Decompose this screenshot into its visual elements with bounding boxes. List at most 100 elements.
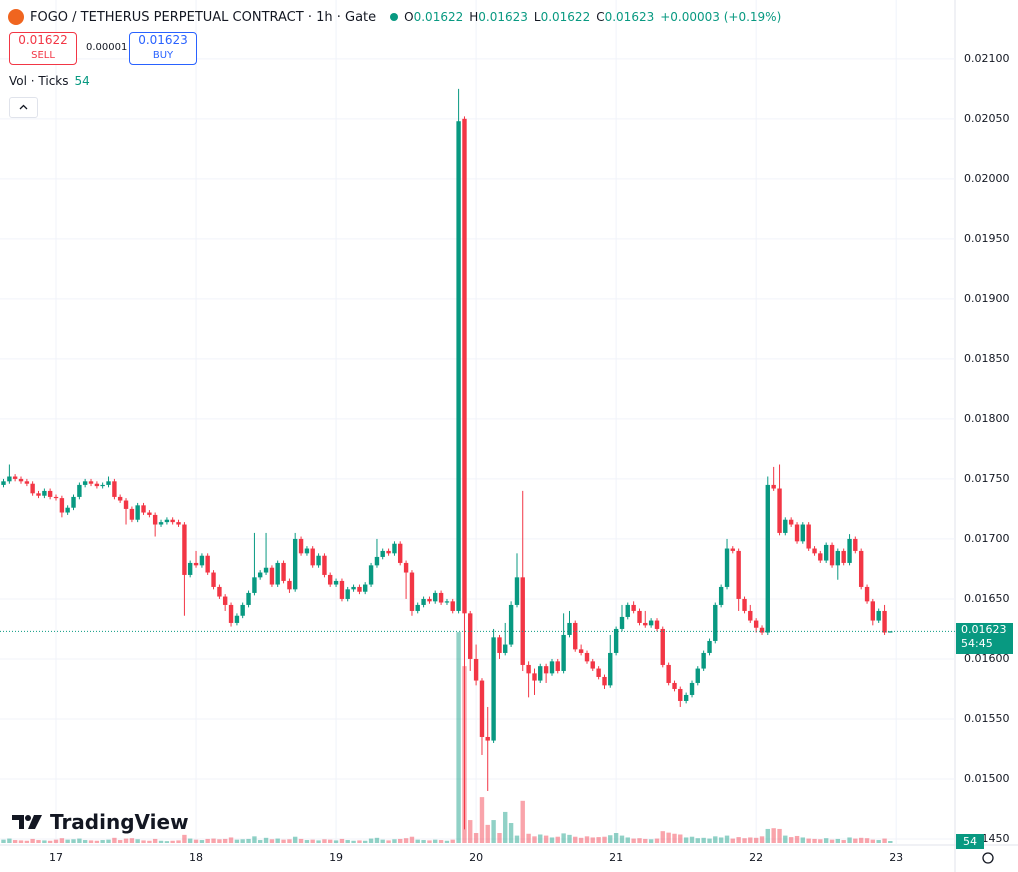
candle-body (765, 484, 770, 633)
candle-body (678, 688, 683, 701)
volume-bar (380, 839, 385, 843)
volume-bar (94, 840, 100, 843)
candle-body (473, 658, 479, 681)
volume-bar (129, 838, 135, 843)
candle-body (205, 555, 210, 573)
candle-body (147, 512, 152, 515)
candle-body (888, 631, 893, 633)
candle-body (427, 598, 432, 602)
candle-body (561, 634, 566, 671)
candle-body (829, 544, 835, 566)
volume-bar (853, 838, 858, 843)
candle-body (24, 481, 30, 484)
volume-bar (141, 840, 146, 843)
volume-bar (222, 838, 228, 843)
volume-bar (683, 837, 689, 843)
candle-body (555, 661, 560, 671)
volume-bar (660, 831, 665, 843)
volume-bar (532, 836, 537, 843)
volume-bar (473, 833, 479, 843)
volume-bar (53, 839, 59, 843)
header: FOGO / TETHERUS PERPETUAL CONTRACT · 1h … (8, 7, 781, 27)
candle-body (433, 592, 438, 602)
volume-bar (829, 839, 835, 843)
symbol-logo (8, 9, 24, 25)
volume-tag: 54 (956, 834, 984, 849)
candle-body (485, 736, 490, 741)
candle-body (783, 519, 788, 533)
candle-body (707, 640, 712, 653)
volume-bar (368, 838, 374, 843)
volume-bar (567, 834, 572, 843)
volume-bar (613, 833, 619, 843)
candle-body (106, 481, 111, 485)
volume-label: Vol · Ticks (9, 74, 69, 88)
candle-body (631, 604, 636, 611)
candle-body (42, 490, 47, 496)
y-tick-label: 0.02000 (964, 172, 1010, 185)
buy-button[interactable]: 0.01623 BUY (129, 32, 197, 65)
candle-body (619, 616, 625, 629)
volume-bar (263, 837, 269, 843)
volume-bar (176, 840, 181, 843)
volume-bar (205, 838, 210, 843)
volume-bar (864, 838, 870, 843)
volume-bar (164, 841, 170, 843)
candle-body (549, 661, 555, 674)
candle-body (456, 121, 461, 611)
candle-body (777, 488, 782, 533)
candle-body (123, 500, 129, 509)
volume-bar (257, 840, 263, 843)
y-tick-label: 0.02050 (964, 112, 1010, 125)
volume-bar (590, 837, 595, 843)
collapse-button[interactable] (9, 97, 38, 118)
candle-body (812, 548, 817, 554)
ohlc-value: 0.01622 (540, 10, 591, 24)
ohlc-label: C (596, 10, 605, 24)
volume-bar (415, 839, 420, 843)
ohlc-value: 0.01622 (413, 10, 464, 24)
settings-icon[interactable] (982, 852, 994, 864)
candle-body (759, 627, 765, 633)
candle-body (882, 610, 887, 633)
volume-bar (520, 800, 525, 843)
volume-bar (316, 840, 321, 843)
volume-bar (193, 839, 199, 843)
candle-body (322, 555, 327, 575)
volume-bar (42, 840, 47, 843)
volume-bar (672, 833, 677, 843)
volume-bar (77, 838, 82, 843)
candle-body (421, 598, 426, 605)
x-tick-label: 21 (609, 851, 623, 864)
volume-bar (637, 838, 642, 843)
sell-button[interactable]: 0.01622 SELL (9, 32, 77, 65)
volume-bar (888, 841, 893, 843)
candle-body (310, 548, 315, 566)
volume-bar (818, 839, 823, 843)
countdown: 54:45 (961, 637, 993, 651)
candle-body (730, 548, 735, 551)
y-tick-label: 0.01850 (964, 352, 1010, 365)
volume-bar (357, 840, 362, 843)
candle-body (602, 676, 607, 686)
x-tick-label: 18 (189, 851, 203, 864)
candle-body (835, 550, 840, 566)
volume-bar (182, 834, 187, 843)
candle-body (596, 668, 601, 677)
volume-bar (631, 838, 636, 843)
volume-bar (876, 840, 881, 843)
volume-bar (71, 839, 76, 843)
volume-bar (374, 837, 380, 843)
candle-body (374, 556, 380, 566)
volume-bar (619, 835, 625, 843)
candle-body (666, 664, 671, 683)
volume-bar (339, 838, 345, 843)
volume-bar (608, 835, 613, 843)
candle-body (164, 519, 170, 523)
volume-bar (788, 837, 794, 843)
candle-body (608, 652, 613, 686)
brand-logo (12, 815, 42, 829)
symbol-title[interactable]: FOGO / TETHERUS PERPETUAL CONTRACT · 1h … (30, 9, 377, 25)
y-tick-label: 0.01600 (964, 652, 1010, 665)
x-tick-label: 17 (49, 851, 63, 864)
